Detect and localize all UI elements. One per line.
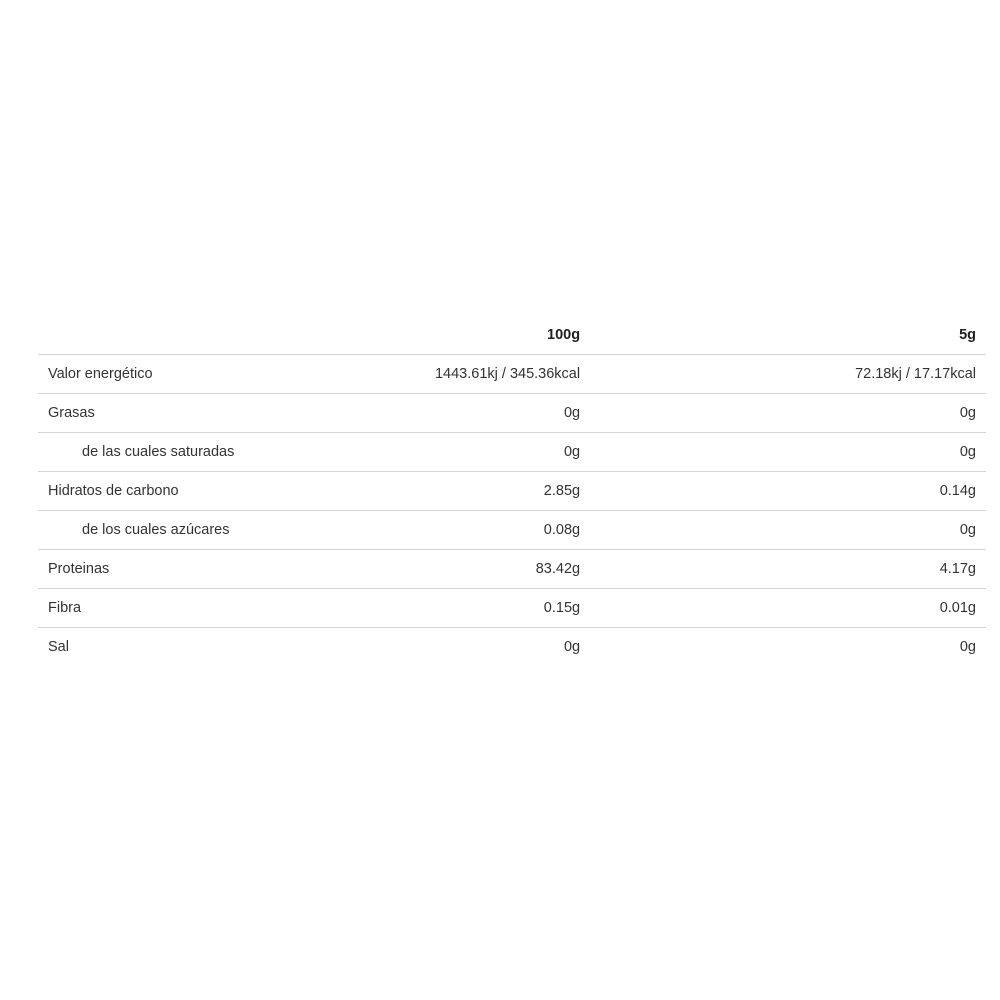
value-per-serving: 0g	[855, 393, 986, 433]
nutrient-label: Fibra	[38, 588, 321, 628]
table-row: de las cuales saturadas 0g 0g	[38, 432, 986, 472]
table-row: Valor energético 1443.61kj / 345.36kcal 72…	[38, 354, 986, 394]
nutrient-label: de los cuales azúcares	[38, 510, 321, 550]
nutrient-label: Sal	[38, 627, 321, 666]
value-per-serving: 0g	[855, 627, 986, 666]
header-per-serving: 5g	[959, 326, 976, 343]
value-per-serving: 4.17g	[855, 549, 986, 589]
header-per-100g: 100g	[547, 326, 581, 343]
nutrition-table: 100g 5g Valor energético 1443.61kj / 345.…	[38, 315, 986, 666]
value-per-100g: 0.15g	[320, 588, 856, 628]
table-row: de los cuales azúcares 0.08g 0g	[38, 510, 986, 550]
value-per-serving: 0.14g	[855, 471, 986, 511]
value-per-100g: 0.08g	[320, 510, 856, 550]
value-per-100g: 2.85g	[320, 471, 856, 511]
table-row: Sal 0g 0g	[38, 627, 986, 666]
table-row: Fibra 0.15g 0.01g	[38, 588, 986, 628]
value-per-serving: 0g	[855, 432, 986, 472]
value-per-serving: 0.01g	[855, 588, 986, 628]
value-per-100g: 1443.61kj / 345.36kcal	[320, 354, 856, 394]
nutrient-label: Grasas	[38, 393, 321, 433]
table-row: Proteinas 83.42g 4.17g	[38, 549, 986, 589]
value-per-100g: 0g	[320, 393, 856, 433]
header-label-empty	[38, 315, 320, 355]
nutrient-label: Hidratos de carbono	[38, 471, 321, 511]
nutrient-label: Valor energético	[38, 354, 321, 394]
table-row: Grasas 0g 0g	[38, 393, 986, 433]
value-per-serving: 0g	[855, 510, 986, 550]
nutrient-label: Proteinas	[38, 549, 321, 589]
value-per-100g: 0g	[320, 627, 856, 666]
value-per-100g: 0g	[320, 432, 856, 472]
nutrient-label: de las cuales saturadas	[38, 432, 321, 472]
value-per-100g: 83.42g	[320, 549, 856, 589]
value-per-serving: 72.18kj / 17.17kcal	[855, 354, 986, 394]
header-row: 100g 5g	[38, 315, 986, 355]
table-row: Hidratos de carbono 2.85g 0.14g	[38, 471, 986, 511]
